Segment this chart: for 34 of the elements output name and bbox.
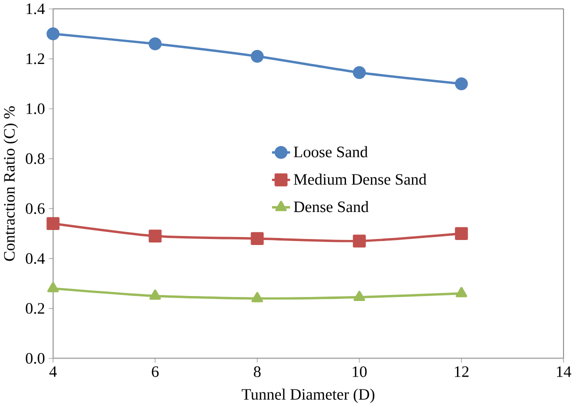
legend-label: Dense Sand — [294, 201, 369, 212]
point — [47, 282, 59, 293]
x-tick-label: 6 — [152, 366, 159, 378]
x-tick-label: 12 — [454, 366, 468, 378]
legend-label: Loose Sand — [294, 146, 368, 158]
point — [148, 230, 162, 243]
point — [148, 38, 162, 51]
point — [352, 66, 366, 80]
x-axis-title: Tunnel Diameter (D) — [242, 388, 374, 404]
point — [454, 78, 468, 90]
y-tick-label: 1.2 — [26, 54, 44, 64]
y-tick-label: 0.2 — [26, 303, 44, 314]
point — [250, 232, 264, 246]
point — [149, 290, 161, 300]
x-tick-label: 10 — [352, 366, 367, 378]
x-tick-label: 14 — [556, 366, 572, 378]
legend-label: Medium Dense Sand — [294, 174, 426, 185]
point — [354, 290, 366, 302]
point — [46, 28, 60, 41]
y-tick-label: 1.4 — [26, 4, 45, 14]
point — [250, 50, 264, 64]
x-tick-label: 4 — [49, 366, 57, 378]
point — [454, 227, 468, 240]
x-tick-label: 8 — [254, 366, 261, 378]
y-tick-label: 0.4 — [26, 253, 45, 264]
point — [251, 292, 263, 303]
y-tick-label: 0.6 — [26, 203, 45, 214]
point — [352, 234, 366, 248]
point — [456, 287, 468, 298]
y-tick-label: 1.0 — [26, 104, 44, 114]
y-tick-label: 0.0 — [26, 353, 44, 364]
point — [46, 217, 60, 230]
y-axis-title: Contraction Ratio (C) % — [4, 106, 18, 262]
y-tick-label: 0.8 — [26, 154, 44, 164]
